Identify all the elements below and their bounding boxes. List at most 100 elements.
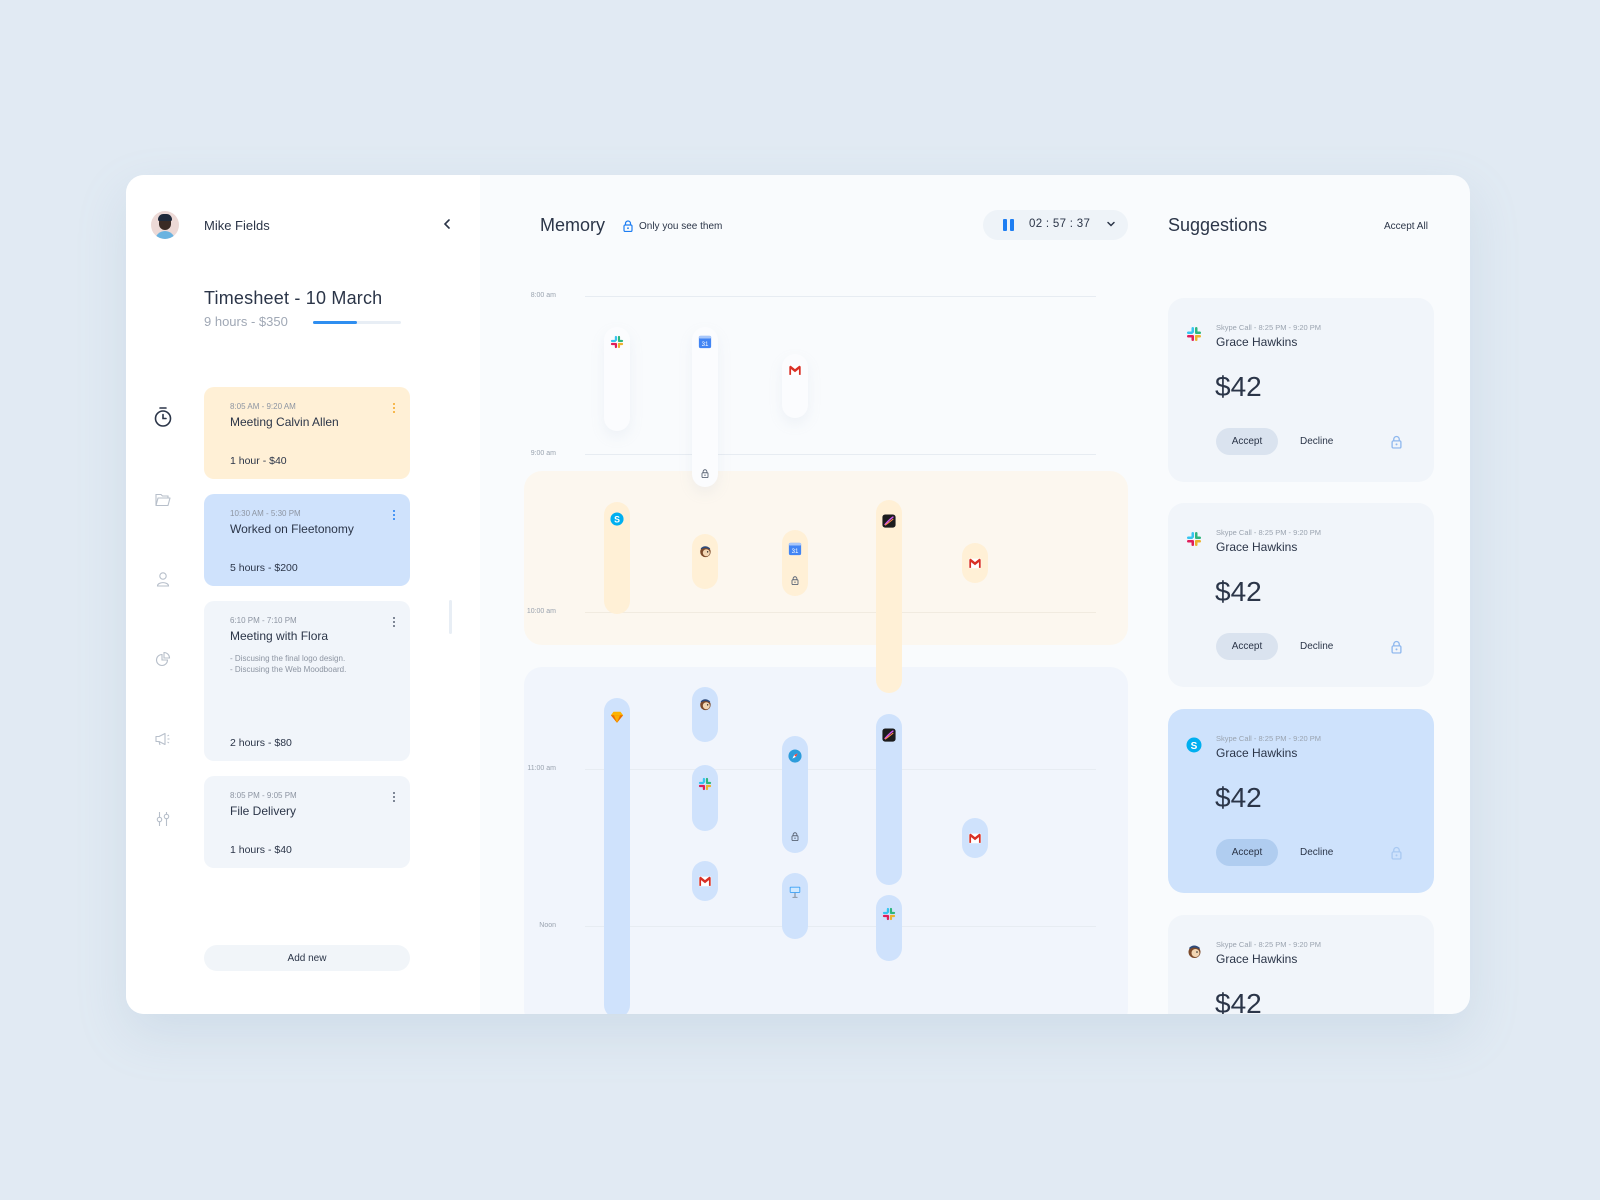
accept-all-button[interactable]: Accept All	[1384, 221, 1428, 232]
accept-button[interactable]: Accept	[1216, 839, 1278, 866]
suggestion-name: Grace Hawkins	[1216, 746, 1298, 760]
entries-scrollbar[interactable]	[449, 600, 452, 634]
suggestion-amount: $42	[1215, 782, 1262, 813]
activity-keynote[interactable]	[782, 873, 808, 939]
activity-gmail[interactable]	[782, 354, 808, 418]
activity-slack[interactable]	[604, 327, 630, 431]
activity-safari[interactable]	[782, 736, 808, 853]
lock-icon	[701, 469, 709, 478]
entry-title: File Delivery	[230, 804, 297, 818]
activity-procreate[interactable]	[876, 714, 902, 885]
lock-icon[interactable]	[1391, 846, 1402, 860]
gmail-icon	[968, 831, 982, 845]
suggestion-name: Grace Hawkins	[1216, 952, 1298, 966]
tracking-timer: 02 : 57 : 37	[983, 210, 1128, 240]
nav-people[interactable]	[153, 569, 173, 589]
mailchimp-icon	[698, 697, 712, 711]
dot	[393, 403, 395, 405]
user-name: Mike Fields	[204, 218, 270, 233]
activity-gmail[interactable]	[962, 818, 988, 858]
chevron-down-icon[interactable]	[1105, 218, 1117, 230]
entry-title: Worked on Fleetonomy	[230, 522, 354, 536]
lock-icon	[791, 832, 799, 841]
nav-reports[interactable]	[153, 649, 173, 669]
nav-settings[interactable]	[153, 809, 173, 829]
entry-time: 10:30 AM - 5:30 PM	[230, 509, 301, 518]
entry-time: 8:05 PM - 9:05 PM	[230, 791, 297, 800]
user-icon	[156, 572, 170, 587]
lock-icon[interactable]	[1391, 435, 1402, 449]
collapse-panel-button[interactable]	[440, 217, 454, 233]
slack-icon	[1186, 531, 1202, 547]
decline-button[interactable]: Decline	[1300, 436, 1334, 447]
add-new-button[interactable]: Add new	[204, 945, 410, 971]
keynote-icon	[788, 885, 802, 899]
megaphone-icon	[155, 732, 170, 746]
hour-gridline	[585, 296, 1096, 297]
timer-value: 02 : 57 : 37	[1029, 218, 1091, 230]
nav-projects[interactable]	[153, 490, 173, 510]
activity-procreate[interactable]	[876, 500, 902, 693]
mailchimp-icon	[698, 544, 712, 558]
entry-more-menu[interactable]	[392, 792, 396, 802]
activity-skype[interactable]	[604, 502, 630, 614]
chevron-left-icon	[443, 219, 450, 229]
timesheet-entry[interactable]: 10:30 AM - 5:30 PM Worked on Fleetonomy …	[204, 494, 410, 586]
suggestion-meta: Skype Call - 8:25 PM - 9:20 PM	[1216, 734, 1322, 743]
activity-sketch[interactable]	[604, 698, 630, 1014]
suggestion-card: Skype Call - 8:25 PM - 9:20 PM Grace Haw…	[1168, 503, 1434, 687]
suggestion-card: Skype Call - 8:25 PM - 9:20 PM Grace Haw…	[1168, 298, 1434, 482]
timesheet-entry[interactable]: 8:05 AM - 9:20 AM Meeting Calvin Allen 1…	[204, 387, 410, 479]
hour-gridline	[585, 612, 1096, 613]
timesheet-progress-fill	[313, 321, 357, 324]
activity-gmail[interactable]	[692, 861, 718, 901]
entry-time: 6:10 PM - 7:10 PM	[230, 616, 297, 625]
activity-gmail[interactable]	[962, 543, 988, 583]
activity-mailchimp[interactable]	[692, 687, 718, 742]
activity-google-calendar[interactable]	[782, 530, 808, 596]
procreate-icon	[882, 514, 896, 528]
timesheet-progress-bar	[313, 321, 401, 324]
decline-button[interactable]: Decline	[1300, 847, 1334, 858]
lock-icon[interactable]	[1391, 640, 1402, 654]
slack-icon	[882, 907, 896, 921]
suggestion-meta: Skype Call - 8:25 PM - 9:20 PM	[1216, 323, 1322, 332]
activity-slack[interactable]	[692, 765, 718, 831]
memory-title: Memory	[540, 215, 606, 235]
activity-slack[interactable]	[876, 895, 902, 961]
gmail-icon	[788, 363, 802, 377]
accept-button[interactable]: Accept	[1216, 633, 1278, 660]
entry-more-menu[interactable]	[392, 617, 396, 627]
timesheet-panel: Mike Fields Timesheet - 10 March 9 hours…	[126, 175, 480, 1014]
pause-button[interactable]	[1003, 219, 1014, 231]
entry-more-menu[interactable]	[392, 510, 396, 520]
timesheet-entry[interactable]: 6:10 PM - 7:10 PM Meeting with Flora - D…	[204, 601, 410, 761]
suggestions-title: Suggestions	[1168, 215, 1268, 235]
app-window: Mike Fields Timesheet - 10 March 9 hours…	[126, 175, 1470, 1014]
avatar[interactable]	[151, 211, 179, 239]
activity-mailchimp[interactable]	[692, 534, 718, 589]
nav-timer[interactable]	[153, 407, 173, 427]
hour-label: Noon	[539, 922, 556, 929]
hour-label: 10:00 am	[526, 608, 556, 615]
suggestion-name: Grace Hawkins	[1216, 540, 1298, 554]
skype-icon	[610, 512, 624, 526]
suggestion-amount: $42	[1215, 371, 1262, 402]
nav-announcements[interactable]	[153, 729, 173, 749]
gmail-icon	[968, 556, 982, 570]
hour-label: 8:00 am	[530, 292, 556, 299]
decline-button[interactable]: Decline	[1300, 641, 1334, 652]
suggestion-amount: $42	[1215, 988, 1262, 1014]
lock-icon	[791, 576, 799, 585]
skype-icon	[1186, 737, 1202, 753]
lock-icon	[623, 220, 633, 232]
sliders-icon	[156, 812, 170, 826]
hour-gridline	[585, 454, 1096, 455]
activity-google-calendar[interactable]	[692, 327, 718, 487]
hour-gridline	[585, 769, 1096, 770]
privacy-label: Only you see them	[639, 221, 723, 232]
timesheet-entry[interactable]: 8:05 PM - 9:05 PM File Delivery 1 hours …	[204, 776, 410, 868]
entry-footer: 1 hours - $40	[230, 844, 292, 856]
accept-button[interactable]: Accept	[1216, 428, 1278, 455]
entry-more-menu[interactable]	[392, 403, 396, 413]
